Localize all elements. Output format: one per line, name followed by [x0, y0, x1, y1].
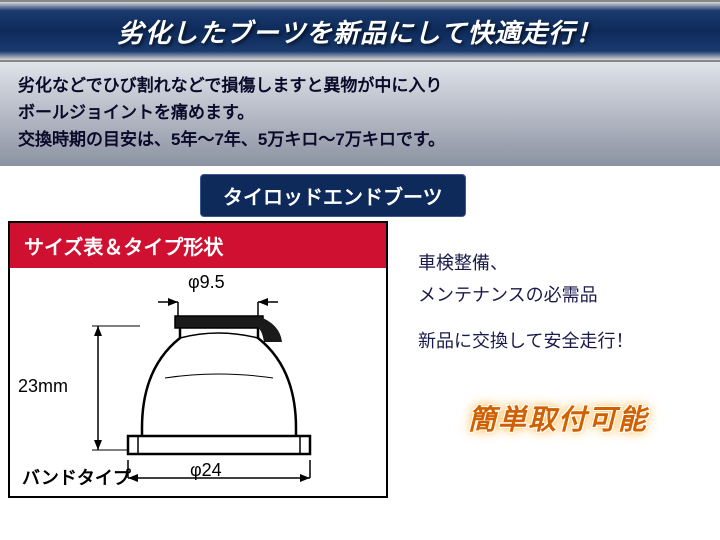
height-label: 23mm [18, 376, 68, 397]
subtitle-badge: タイロッドエンドブーツ [200, 174, 466, 217]
easy-install-block: 簡単取付可能 [418, 398, 710, 438]
header-banner: 劣化したブーツを新品にして快適走行！ [0, 0, 720, 62]
desc-line-2: ボールジョイントを痛めます。 [18, 99, 702, 126]
easy-install-text: 簡単取付可能 [468, 404, 648, 435]
desc-line-3: 交換時期の目安は、5年〜7年、5万キロ〜7万キロです。 [18, 126, 702, 153]
right-panel: 車検整備、 メンテナンスの必需品 新品に交換して安全走行！ 簡単取付可能 [388, 217, 720, 498]
subtitle-row: タイロッドエンドブーツ [0, 166, 720, 217]
size-panel: サイズ表＆タイプ形状 [8, 221, 388, 498]
right-line-1: 車検整備、 [418, 247, 710, 279]
main-content: サイズ表＆タイプ形状 [0, 217, 720, 498]
right-line-3: 新品に交換して安全走行！ [418, 325, 710, 357]
desc-line-1: 劣化などでひび割れなどで損傷しますと異物が中に入り [18, 72, 702, 99]
header-title: 劣化したブーツを新品にして快適走行！ [118, 13, 603, 50]
diagram-area: φ9.5 23mm φ24 バンドタイプ [10, 268, 386, 496]
bottom-diameter-label: φ24 [190, 460, 222, 481]
description-block: 劣化などでひび割れなどで損傷しますと異物が中に入り ボールジョイントを痛めます。… [0, 62, 720, 166]
right-line-2: メンテナンスの必需品 [418, 279, 710, 311]
band-type-label: バンドタイプ [22, 464, 131, 490]
size-header: サイズ表＆タイプ形状 [10, 223, 386, 268]
top-diameter-label: φ9.5 [188, 272, 225, 293]
